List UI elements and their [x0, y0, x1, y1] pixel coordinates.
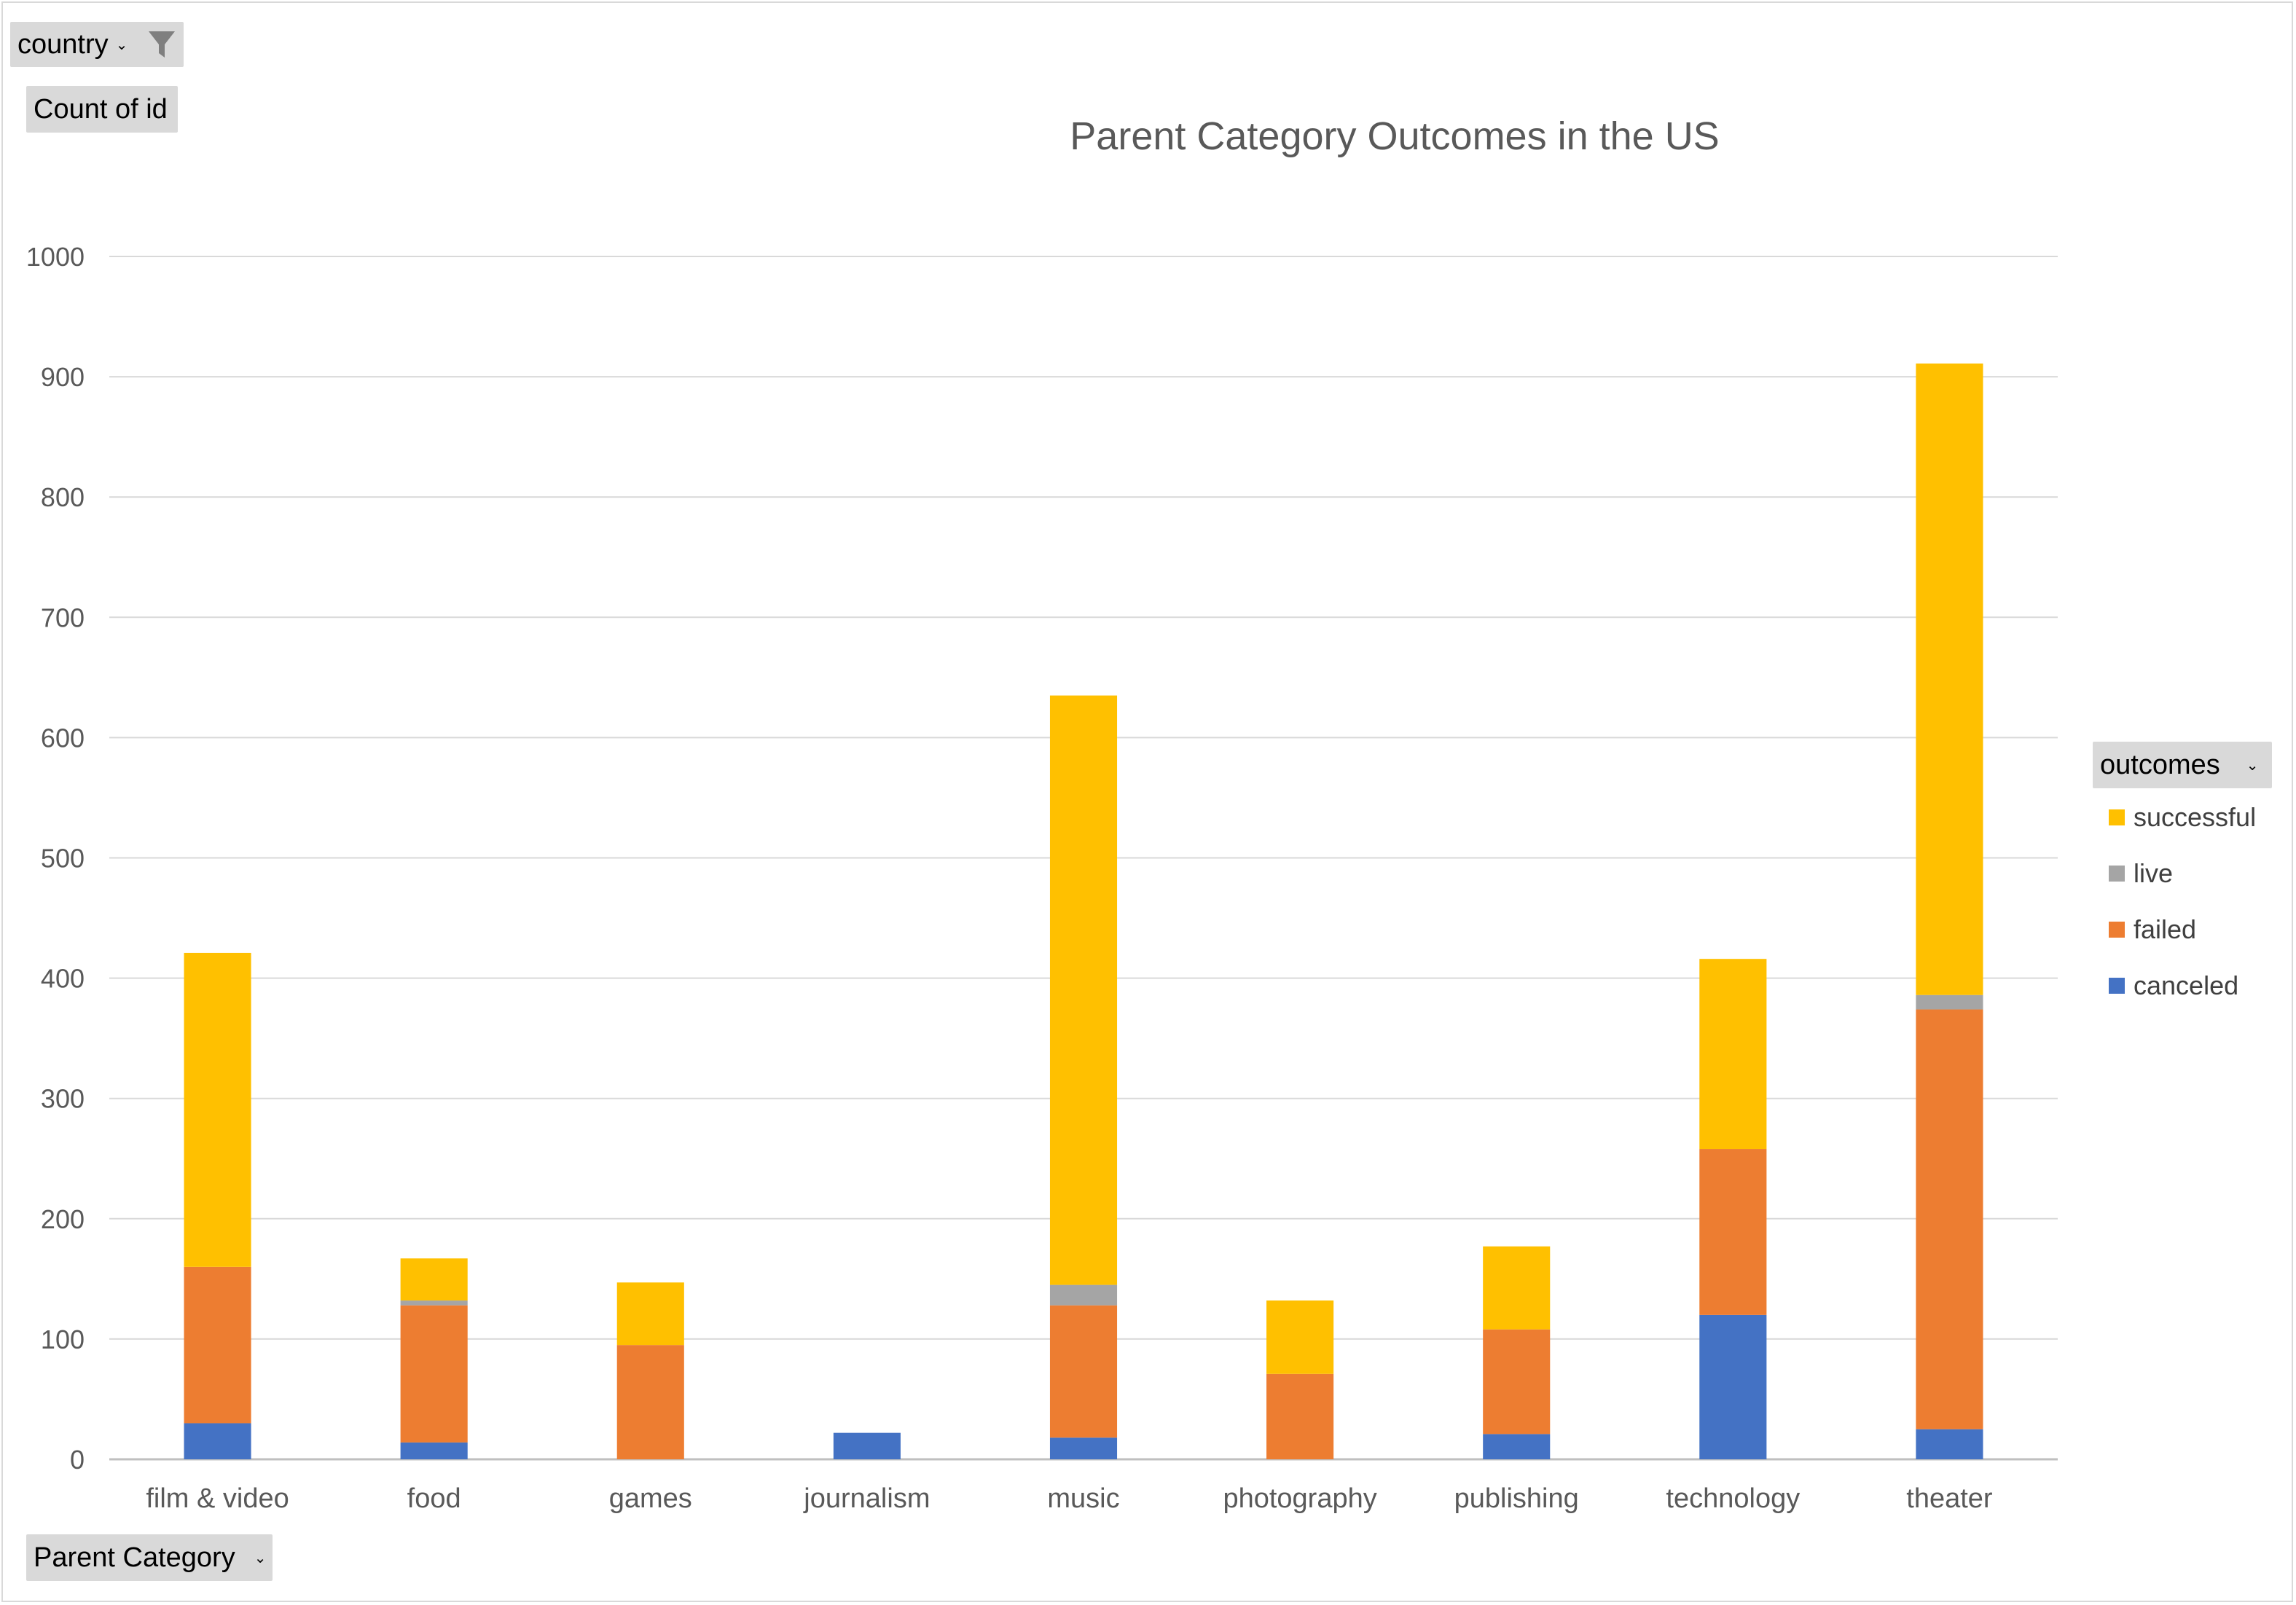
- x-tick-label: photography: [1223, 1483, 1376, 1514]
- y-tick-label: 0: [70, 1445, 85, 1475]
- chart-title: Parent Category Outcomes in the US: [1070, 114, 1719, 158]
- legend-item-canceled[interactable]: canceled: [2109, 968, 2238, 1004]
- values-field-label: Count of id: [34, 93, 168, 125]
- dropdown-arrow-icon: ⌄: [254, 1550, 267, 1566]
- y-tick-label: 900: [41, 362, 85, 392]
- dropdown-arrow-icon: ⌄: [115, 36, 128, 53]
- y-tick-label: 600: [41, 723, 85, 753]
- y-tick-label: 800: [41, 482, 85, 512]
- filter-funnel-icon[interactable]: [147, 28, 176, 60]
- legend-label: failed: [2134, 914, 2197, 944]
- bar-failed[interactable]: [1266, 1373, 1334, 1459]
- y-tick-label: 700: [41, 603, 85, 632]
- bar-failed[interactable]: [1483, 1329, 1551, 1435]
- bar-canceled[interactable]: [1483, 1434, 1551, 1459]
- country-filter-button[interactable]: country ⌄: [10, 22, 184, 67]
- y-tick-label: 100: [41, 1325, 85, 1354]
- bar-failed[interactable]: [400, 1305, 468, 1443]
- bar-canceled[interactable]: [184, 1423, 251, 1459]
- x-tick-label: publishing: [1454, 1483, 1579, 1514]
- x-tick-label: theater: [1906, 1483, 1993, 1514]
- bar-successful[interactable]: [1699, 959, 1767, 1150]
- bar-successful[interactable]: [400, 1258, 468, 1301]
- bar-failed[interactable]: [1699, 1149, 1767, 1315]
- bar-successful[interactable]: [1483, 1246, 1551, 1330]
- y-tick-label: 400: [41, 964, 85, 994]
- x-tick-label: technology: [1666, 1483, 1800, 1514]
- country-filter-label: country: [17, 28, 109, 60]
- bar-successful[interactable]: [1049, 695, 1118, 1285]
- x-tick-label: music: [1047, 1483, 1119, 1514]
- bar-successful[interactable]: [184, 952, 251, 1267]
- bar-live[interactable]: [1916, 994, 1983, 1010]
- bar-failed[interactable]: [1049, 1305, 1118, 1438]
- y-tick-label: 200: [41, 1204, 85, 1234]
- bar-failed[interactable]: [616, 1345, 684, 1459]
- x-tick-label: journalism: [803, 1483, 930, 1514]
- bar-canceled[interactable]: [400, 1442, 468, 1459]
- bar-successful[interactable]: [616, 1282, 684, 1346]
- legend-item-failed[interactable]: failed: [2109, 911, 2196, 948]
- y-tick-label: 1000: [26, 242, 85, 272]
- dropdown-arrow-icon: ⌄: [2246, 757, 2259, 774]
- legend-field-label: outcomes: [2100, 749, 2220, 780]
- bar-canceled[interactable]: [1049, 1437, 1118, 1459]
- bar-live[interactable]: [1049, 1284, 1118, 1306]
- bar-successful[interactable]: [1916, 363, 1983, 995]
- legend-label: canceled: [2134, 970, 2239, 1000]
- legend-label: live: [2134, 858, 2174, 888]
- y-tick-label: 500: [41, 844, 85, 874]
- x-tick-label: games: [609, 1483, 692, 1514]
- bar-failed[interactable]: [1916, 1009, 1983, 1429]
- legend-label: successful: [2134, 802, 2257, 832]
- bar-live[interactable]: [400, 1300, 468, 1306]
- legend-swatch: [2109, 809, 2125, 825]
- bar-failed[interactable]: [184, 1266, 251, 1424]
- legend-swatch: [2109, 866, 2125, 882]
- bar-canceled[interactable]: [1699, 1314, 1767, 1459]
- legend-field-button[interactable]: outcomes ⌄: [2093, 742, 2272, 788]
- x-tick-label: food: [407, 1483, 461, 1514]
- legend-swatch: [2109, 978, 2125, 994]
- legend-swatch: [2109, 922, 2125, 938]
- legend-item-live[interactable]: live: [2109, 855, 2173, 892]
- axis-field-button[interactable]: Parent Category ⌄: [26, 1534, 273, 1581]
- bar-successful[interactable]: [1266, 1300, 1334, 1374]
- bar-canceled[interactable]: [1916, 1429, 1983, 1459]
- y-tick-label: 300: [41, 1084, 85, 1114]
- legend-item-successful[interactable]: successful: [2109, 799, 2256, 836]
- values-field-button[interactable]: Count of id: [26, 86, 178, 133]
- bar-canceled[interactable]: [833, 1432, 901, 1459]
- axis-field-label: Parent Category: [34, 1542, 235, 1573]
- x-tick-label: film & video: [146, 1483, 289, 1514]
